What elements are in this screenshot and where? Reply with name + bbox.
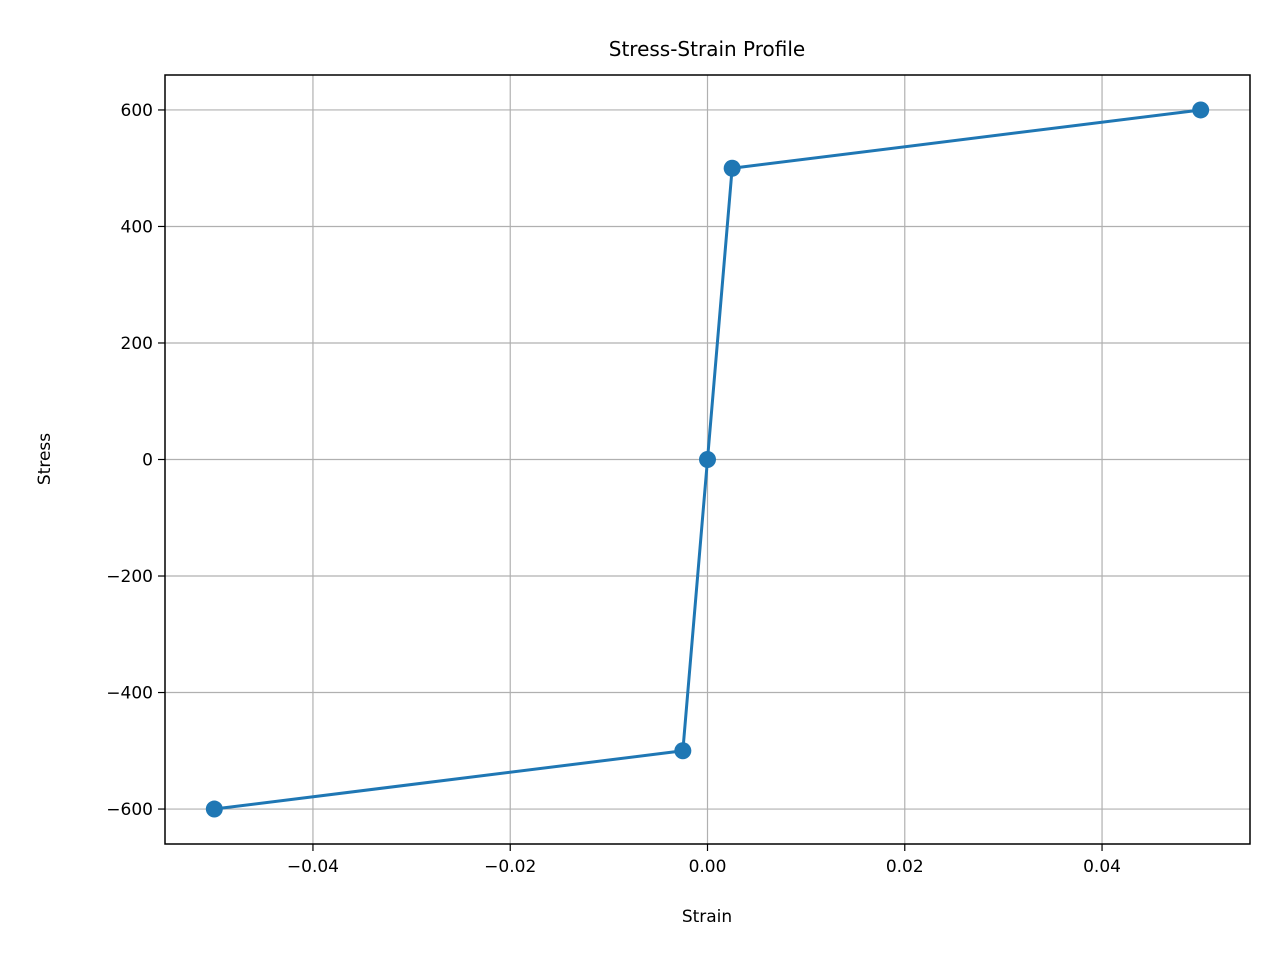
y-tick-label: 200 (121, 334, 153, 354)
data-point (1192, 101, 1210, 119)
x-axis-label: Strain (682, 907, 732, 927)
y-tick-label: −200 (106, 567, 153, 587)
data-point (699, 451, 716, 468)
x-tick-label: 0.00 (689, 857, 727, 877)
y-tick-label: −400 (106, 684, 153, 704)
y-axis-label: Stress (35, 433, 55, 485)
chart-title: Stress-Strain Profile (609, 37, 805, 61)
x-tick-label: −0.02 (484, 857, 536, 877)
data-point (723, 159, 741, 177)
y-tick-label: 600 (121, 101, 153, 121)
y-tick-label: 400 (121, 217, 153, 237)
data-point (674, 742, 692, 760)
x-tick-label: −0.04 (287, 857, 339, 877)
x-tick-label: 0.02 (886, 857, 924, 877)
y-tick-label: −600 (106, 800, 153, 820)
data-point (205, 800, 223, 818)
series-layer (205, 101, 1210, 818)
y-tick-label: 0 (142, 451, 153, 471)
x-tick-label: 0.04 (1083, 857, 1121, 877)
tick-layer: −0.04 −0.02 0.00 0.02 0.04 600 400 200 0 −200 −400… (106, 101, 1121, 877)
